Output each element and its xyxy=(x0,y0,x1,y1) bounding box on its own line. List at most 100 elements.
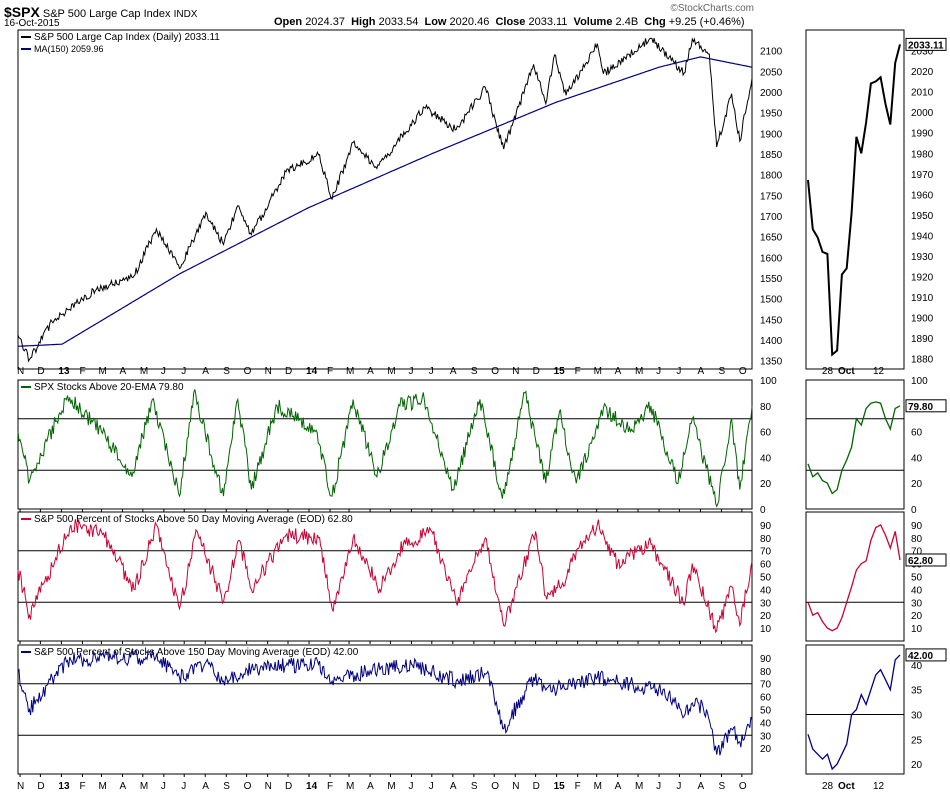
side-xtick-label-bottom: 28 xyxy=(822,781,834,792)
xtick-label-bottom: J xyxy=(656,781,661,792)
ytick-label: 1650 xyxy=(760,233,783,244)
chg-label: Chg xyxy=(644,16,666,28)
xtick-label: J xyxy=(676,366,681,377)
side-ytick-label: 40 xyxy=(911,661,923,672)
xtick-label: S xyxy=(471,366,478,377)
side-ytick-label: 30 xyxy=(911,710,923,721)
xtick-label-bottom: M xyxy=(98,781,106,792)
side-ytick-label: 1930 xyxy=(911,252,934,263)
xtick-label: 13 xyxy=(58,366,70,377)
xtick-label: J xyxy=(656,366,661,377)
chg-value: +9.25 (+0.46%) xyxy=(668,16,745,28)
side-ytick-label: 1900 xyxy=(911,314,934,325)
xtick-label-bottom: J xyxy=(676,781,681,792)
side-series-line xyxy=(807,44,901,357)
side-ytick-label: 60 xyxy=(911,428,923,439)
series-line-price xyxy=(17,37,753,363)
open-label: Open xyxy=(274,16,303,28)
side-xtick-label: 28 xyxy=(822,366,834,377)
close-label: Close xyxy=(495,16,526,28)
xtick-label: A xyxy=(615,366,622,377)
ytick-label: 40 xyxy=(760,453,772,464)
high-label: High xyxy=(351,16,376,28)
side-ytick-label: 20 xyxy=(911,479,923,490)
ytick-label: 100 xyxy=(760,376,777,387)
ytick-label: 40 xyxy=(760,585,772,596)
volume-value: 2.4B xyxy=(615,16,639,28)
xtick-label: N xyxy=(17,366,24,377)
xtick-label-bottom: M xyxy=(346,781,354,792)
side-series-line xyxy=(807,524,901,632)
legend-label: SPX Stocks Above 20-EMA 79.80 xyxy=(34,382,184,393)
xtick-label: S xyxy=(223,366,230,377)
ytick-label: 80 xyxy=(760,667,772,678)
last-value-label: 42.00 xyxy=(908,651,933,662)
xtick-label-bottom: F xyxy=(327,781,333,792)
side-ytick-label: 0 xyxy=(911,505,917,516)
side-xtick-label-bottom: Oct xyxy=(838,781,855,792)
side-xtick-label: Oct xyxy=(838,366,855,377)
side-ytick-label: 1970 xyxy=(911,170,934,181)
ytick-label: 60 xyxy=(760,428,772,439)
ytick-label: 2050 xyxy=(760,67,783,78)
ytick-label: 1700 xyxy=(760,212,783,223)
series-line-ma150 xyxy=(17,56,753,347)
xtick-label: S xyxy=(718,366,725,377)
xtick-label: D xyxy=(37,366,44,377)
side-ytick-label: 35 xyxy=(911,686,923,697)
ytick-label: 1400 xyxy=(760,336,783,347)
ytick-label: 20 xyxy=(760,611,772,622)
xtick-label-bottom: J xyxy=(408,781,413,792)
legend-label: S&P 500 Percent of Stocks Above 50 Day M… xyxy=(34,514,353,525)
ytick-label: 1800 xyxy=(760,171,783,182)
side-ytick-label: 1940 xyxy=(911,231,934,242)
xtick-label: D xyxy=(285,366,292,377)
xtick-label: O xyxy=(244,366,252,377)
open-value: 2024.37 xyxy=(305,16,345,28)
xtick-label-bottom: J xyxy=(161,781,166,792)
xtick-label-bottom: J xyxy=(429,781,434,792)
xtick-label: N xyxy=(265,366,272,377)
side-frame xyxy=(805,29,905,370)
xtick-label-bottom: F xyxy=(79,781,85,792)
ytick-label: 1900 xyxy=(760,129,783,140)
xtick-label-bottom: D xyxy=(533,781,540,792)
xtick-label: A xyxy=(450,366,457,377)
xtick-label-bottom: 14 xyxy=(306,781,318,792)
side-ytick-label: 80 xyxy=(911,534,923,545)
side-frame xyxy=(805,379,905,510)
legend-label: S&P 500 Percent of Stocks Above 150 Day … xyxy=(34,647,359,658)
side-ytick-label: 1920 xyxy=(911,273,934,284)
xtick-label-bottom: S xyxy=(718,781,725,792)
ytick-label: 0 xyxy=(760,505,766,516)
side-ytick-label: 70 xyxy=(911,547,923,558)
xtick-label-bottom: A xyxy=(615,781,622,792)
chart-date: 16-Oct-2015 xyxy=(4,18,60,29)
index-name: S&P 500 Large Cap Index xyxy=(42,8,171,20)
side-ytick-label: 2000 xyxy=(911,108,934,119)
xtick-label-bottom: D xyxy=(285,781,292,792)
last-value-box xyxy=(905,553,947,567)
series-line-ema20 xyxy=(17,389,753,508)
side-ytick-label: 1950 xyxy=(911,211,934,222)
xtick-label-bottom: M xyxy=(594,781,602,792)
xtick-label: M xyxy=(140,366,148,377)
xtick-label: F xyxy=(327,366,333,377)
xtick-label: 15 xyxy=(554,366,566,377)
xtick-label: M xyxy=(346,366,354,377)
ytick-label: 1450 xyxy=(760,315,783,326)
xtick-label: F xyxy=(575,366,581,377)
xtick-label-bottom: A xyxy=(697,781,704,792)
ytick-label: 30 xyxy=(760,731,772,742)
xtick-label: A xyxy=(697,366,704,377)
main-frame xyxy=(17,29,753,370)
xtick-label-bottom: M xyxy=(635,781,643,792)
ytick-label: 1350 xyxy=(760,357,783,368)
xtick-label-bottom: O xyxy=(491,781,499,792)
ytick-label: 10 xyxy=(760,624,772,635)
watermark: ©StockCharts.com xyxy=(670,3,754,14)
xtick-label: O xyxy=(491,366,499,377)
side-xtick-label-bottom: 12 xyxy=(873,781,885,792)
ytick-label: 40 xyxy=(760,718,772,729)
xtick-label: M xyxy=(594,366,602,377)
